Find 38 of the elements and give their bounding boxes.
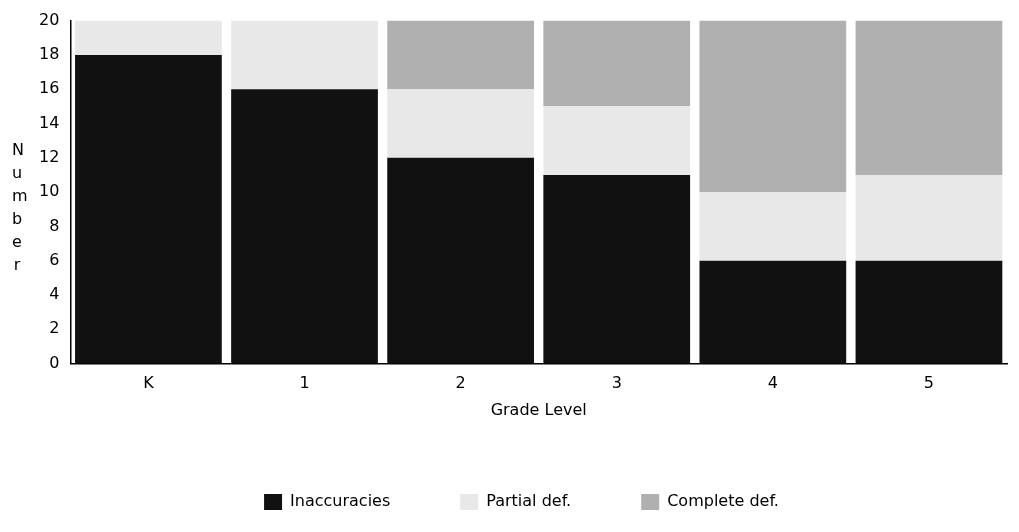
bar <box>75 54 222 364</box>
bar <box>855 20 1003 175</box>
bar <box>231 20 378 90</box>
bar <box>699 260 847 364</box>
bar <box>699 192 847 261</box>
legend-label: Partial def. <box>486 491 572 511</box>
x-tick-label: 3 <box>611 373 622 393</box>
x-tick-label: 5 <box>923 373 935 393</box>
y-tick-label: 4 <box>49 284 60 304</box>
y-tick-label: 10 <box>39 181 60 201</box>
bar <box>387 89 534 158</box>
legend-label: Inaccuracies <box>290 491 391 511</box>
bar <box>543 174 691 364</box>
y-tick-label: 0 <box>49 352 60 372</box>
bar <box>855 174 1003 261</box>
y-tick-label: 20 <box>39 9 60 29</box>
bar <box>543 106 691 175</box>
bar <box>231 89 378 364</box>
y-tick-label: 12 <box>39 146 60 166</box>
x-tick-label: K <box>143 373 155 393</box>
bar <box>75 20 222 55</box>
bar <box>543 20 691 107</box>
y-tick-label: 2 <box>49 318 60 338</box>
bar <box>387 157 534 364</box>
x-tick-label: 2 <box>455 373 466 393</box>
bar <box>387 20 534 90</box>
x-tick-label: 1 <box>299 373 310 393</box>
bar <box>855 260 1003 364</box>
y-tick-label: 8 <box>49 215 60 235</box>
bar <box>699 20 847 193</box>
x-axis-title: Grade Level <box>490 399 587 419</box>
y-tick-label: 6 <box>49 249 60 269</box>
y-tick-label: 16 <box>39 78 60 98</box>
y-axis-title: Number <box>12 139 28 276</box>
legend-label: Complete def. <box>667 491 779 511</box>
y-tick-label: 18 <box>39 44 60 64</box>
x-tick-label: 4 <box>767 373 778 393</box>
y-tick-label: 14 <box>39 112 60 132</box>
